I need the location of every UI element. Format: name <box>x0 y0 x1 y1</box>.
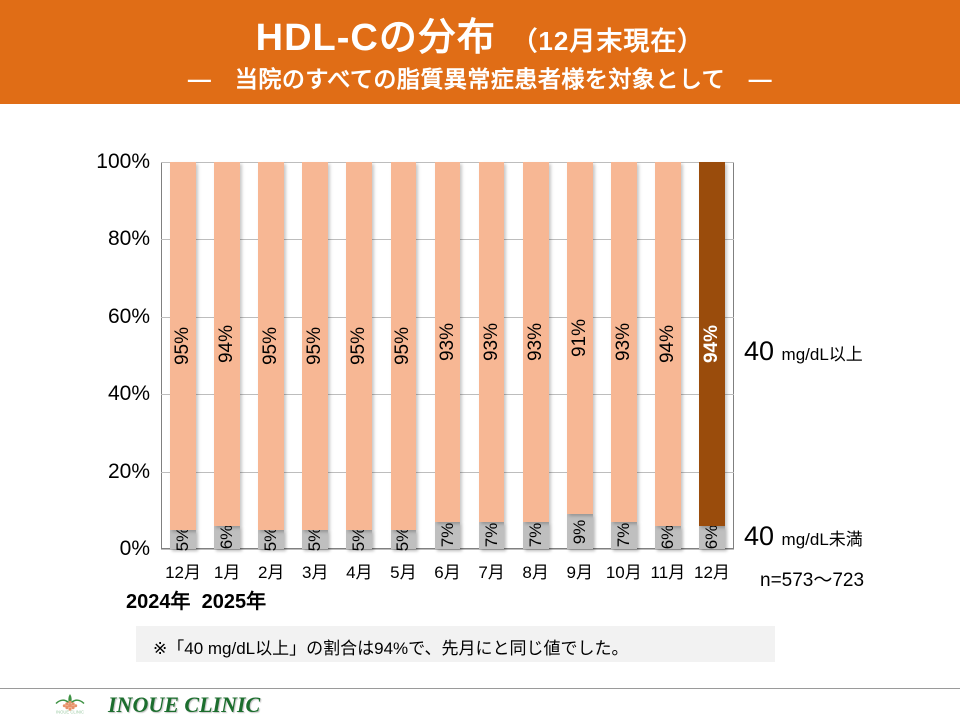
svg-text:INOUE CLINIC: INOUE CLINIC <box>56 709 84 714</box>
